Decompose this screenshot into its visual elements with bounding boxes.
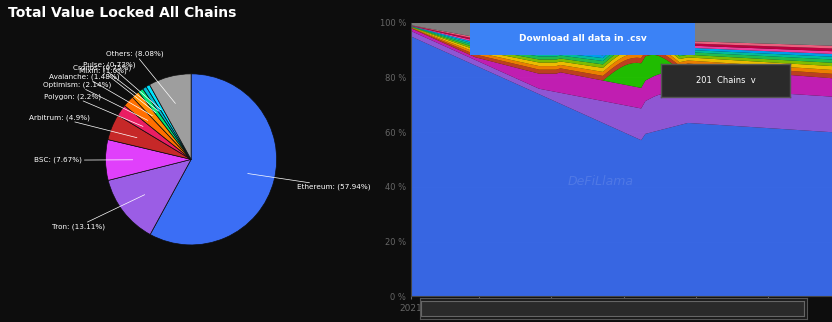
Text: Polygon: (2.2%): Polygon: (2.2%) [44, 93, 143, 127]
Wedge shape [108, 159, 191, 234]
Wedge shape [143, 87, 191, 159]
Wedge shape [150, 74, 276, 245]
Text: BSC: (7.67%): BSC: (7.67%) [34, 157, 133, 164]
Text: Tron: (13.11%): Tron: (13.11%) [52, 195, 145, 230]
Text: 201  Chains  v: 201 Chains v [696, 76, 755, 85]
Wedge shape [138, 89, 191, 159]
Text: Optimism: (2.14%): Optimism: (2.14%) [42, 82, 148, 120]
Text: Download all data in .csv: Download all data in .csv [518, 34, 646, 43]
Text: Cronos: (0.75%): Cronos: (0.75%) [73, 64, 159, 111]
Wedge shape [106, 139, 191, 180]
Text: Avalanche: (1.48%): Avalanche: (1.48%) [49, 73, 152, 116]
Wedge shape [146, 85, 191, 159]
Text: Ethereum: (57.94%): Ethereum: (57.94%) [248, 174, 371, 190]
Text: Arbitrum: (4.9%): Arbitrum: (4.9%) [29, 115, 137, 138]
Text: DeFiLlama: DeFiLlama [567, 175, 633, 188]
Text: Mixin: (1.0%): Mixin: (1.0%) [79, 68, 156, 113]
Wedge shape [108, 115, 191, 159]
Wedge shape [150, 74, 191, 159]
Wedge shape [132, 92, 191, 159]
Text: Others: (8.08%): Others: (8.08%) [106, 50, 176, 103]
Text: Pulse: (0.73%): Pulse: (0.73%) [83, 62, 161, 109]
Text: Total Value Locked All Chains: Total Value Locked All Chains [8, 6, 236, 20]
Wedge shape [118, 106, 191, 159]
Wedge shape [125, 97, 191, 159]
